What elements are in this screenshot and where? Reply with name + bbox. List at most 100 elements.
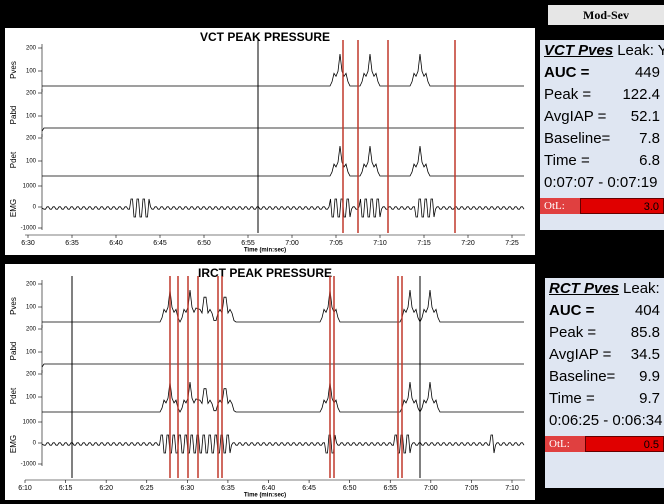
channel-label: Pabd [9, 342, 18, 361]
summary-leak: Leak: Yes [623, 280, 664, 297]
summary-value: 6.8 [639, 152, 660, 169]
y-tick-label: 1000 [23, 420, 37, 426]
x-tick-label: 6:55 [383, 485, 397, 492]
panel-title: IRCT PEAK PRESSURE [198, 266, 332, 280]
summary-key: Peak = [544, 86, 592, 103]
channel-label: Pabd [9, 106, 18, 125]
x-tick-label: 6:45 [302, 485, 316, 492]
x-tick-label: 6:40 [109, 240, 123, 247]
summary-value: 34.5 [630, 346, 660, 363]
x-tick-label: 6:35 [65, 240, 79, 247]
y-tick-label: 200 [26, 91, 37, 97]
y-tick-label: 200 [26, 372, 37, 378]
summary-key: Time = [549, 390, 595, 407]
summary-row: AUC = 404 [545, 300, 664, 322]
otl-bar: OtL: 3.0 [540, 198, 664, 214]
y-tick-label: 0 [33, 441, 37, 447]
summary-key: AUC = [549, 302, 595, 319]
y-tick-label: 100 [26, 159, 37, 165]
y-tick-label: 1000 [23, 184, 37, 190]
trace [41, 198, 525, 218]
header: Mod-Sev [548, 5, 664, 25]
y-tick-label: -1000 [21, 462, 37, 468]
trace [41, 363, 524, 368]
x-tick-label: 7:25 [505, 240, 519, 247]
x-tick-label: 7:15 [417, 240, 431, 247]
y-tick-label: 100 [26, 395, 37, 401]
summary-value: 7.8 [639, 130, 660, 147]
summary-range: 0:06:25 - 0:06:34 [549, 412, 663, 429]
summary-row: AvgIAP = 52.1 [540, 106, 664, 128]
summary-value: 449 [634, 64, 660, 81]
otl-value: 3.0 [580, 198, 664, 214]
y-tick-label: 100 [26, 305, 37, 311]
x-tick-label: 7:10 [505, 485, 519, 492]
y-tick-label: 100 [26, 69, 37, 75]
channel-label: Pves [9, 61, 18, 79]
y-tick-label: 200 [26, 136, 37, 142]
x-tick-label: 6:50 [343, 485, 357, 492]
summary-row: Peak = 122.4 [540, 84, 664, 106]
trace [42, 381, 524, 413]
x-tick-label: 6:50 [197, 240, 211, 247]
summary-value: 85.8 [630, 324, 660, 341]
channel-label: EMG [9, 435, 18, 453]
otl-bar: OtL: 0.5 [545, 436, 664, 452]
x-tick-label: 7:00 [285, 240, 299, 247]
summary-row: Baseline= 9.9 [545, 366, 664, 388]
summary-value: 404 [634, 302, 660, 319]
trace [41, 434, 525, 454]
summary-key: Peak = [549, 324, 597, 341]
x-tick-label: 6:30 [21, 240, 35, 247]
trace [42, 53, 524, 87]
x-tick-label: 6:35 [221, 485, 235, 492]
x-axis-label: Time (min:sec) [244, 493, 286, 499]
summary-row: Time = 6.8 [540, 150, 664, 172]
channel-label: EMG [9, 199, 18, 217]
summary-name: RCT Pves [549, 280, 620, 297]
x-tick-label: 7:10 [373, 240, 387, 247]
summary-key: AvgIAP = [544, 108, 607, 125]
summary-value: 9.7 [639, 390, 660, 407]
trace [42, 289, 524, 323]
x-tick-label: 6:40 [262, 485, 276, 492]
summary-range: 0:07:07 - 0:07:19 [544, 174, 658, 191]
panel-title: VCT PEAK PRESSURE [200, 30, 330, 44]
y-tick-label: 100 [26, 350, 37, 356]
y-tick-label: 100 [26, 114, 37, 120]
plot-area [5, 28, 535, 255]
plot-area [5, 264, 535, 500]
x-tick-label: 6:25 [140, 485, 154, 492]
x-tick-label: 6:55 [241, 240, 255, 247]
summary-key: Baseline= [544, 130, 611, 147]
summary-key: AUC = [544, 64, 590, 81]
x-tick-label: 6:10 [18, 485, 32, 492]
y-tick-label: 0 [33, 205, 37, 211]
summary-value: 122.4 [622, 86, 660, 103]
trace [41, 127, 524, 132]
summary-key: Time = [544, 152, 590, 169]
y-tick-label: 200 [26, 282, 37, 288]
otl-value: 0.5 [585, 436, 664, 452]
y-tick-label: 200 [26, 46, 37, 52]
summary-key: AvgIAP = [549, 346, 612, 363]
x-axis-label: Time (min:sec) [244, 248, 286, 254]
summary-key: Baseline= [549, 368, 616, 385]
summary-leak: Leak: Yes [617, 42, 664, 59]
x-tick-label: 6:45 [153, 240, 167, 247]
x-tick-label: 6:30 [181, 485, 195, 492]
x-tick-label: 7:00 [424, 485, 438, 492]
x-tick-label: 7:20 [461, 240, 475, 247]
summary-row: AvgIAP = 34.5 [545, 344, 664, 366]
y-tick-label: 200 [26, 327, 37, 333]
channel-label: Pves [9, 297, 18, 315]
x-tick-label: 6:15 [59, 485, 73, 492]
summary-name: VCT Pves [544, 42, 614, 59]
otl-label: OtL: [545, 436, 585, 452]
